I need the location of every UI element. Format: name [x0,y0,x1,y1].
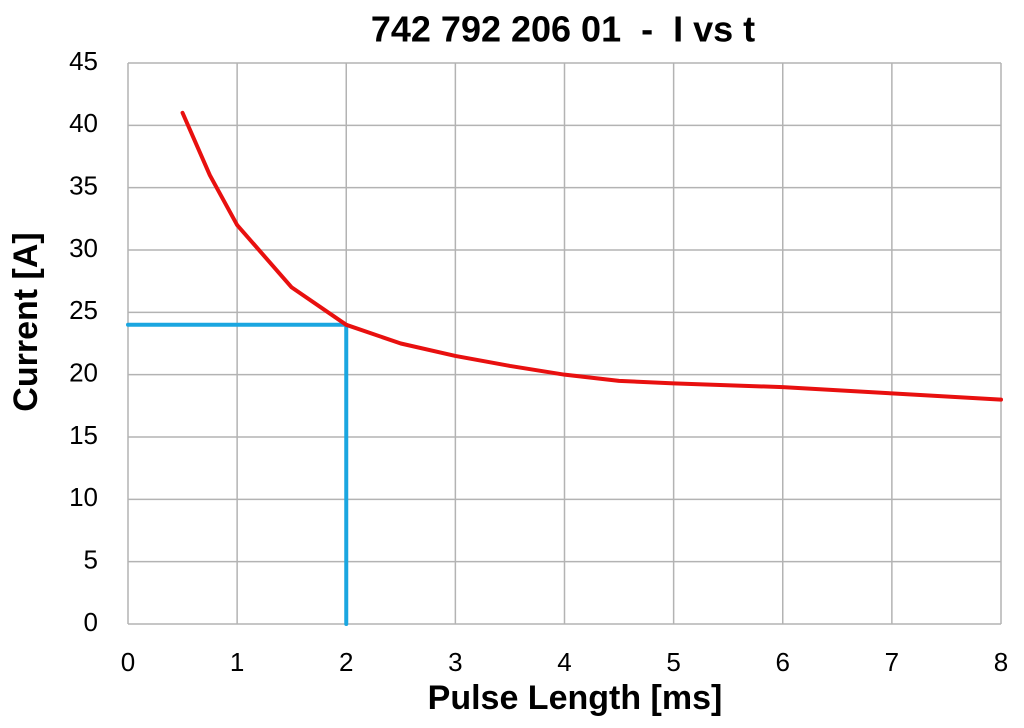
y-tick-label: 30 [69,233,98,263]
x-axis-label: Pulse Length [ms] [428,679,723,717]
x-tick-label: 8 [994,647,1008,677]
y-tick-label: 45 [69,46,98,76]
x-tick-label: 0 [121,647,135,677]
series-line [180,110,1003,402]
y-tick-label: 25 [69,295,98,325]
y-axis-label: Current [A] [7,232,45,411]
y-tick-label: 10 [69,482,98,512]
y-tick-label: 35 [69,171,98,201]
y-tick-label: 20 [69,358,98,388]
x-tick-label: 2 [339,647,353,677]
x-tick-label: 6 [776,647,790,677]
y-tick-label: 15 [69,420,98,450]
x-tick-label: 1 [230,647,244,677]
x-tick-label: 3 [448,647,462,677]
chart-title: 742 792 206 01 - I vs t [371,9,755,50]
x-tick-label: 4 [557,647,571,677]
x-tick-label: 5 [666,647,680,677]
y-tick-label: 5 [84,545,98,575]
y-tick-label: 0 [84,607,98,637]
y-tick-label: 40 [69,108,98,138]
x-tick-label: 7 [885,647,899,677]
